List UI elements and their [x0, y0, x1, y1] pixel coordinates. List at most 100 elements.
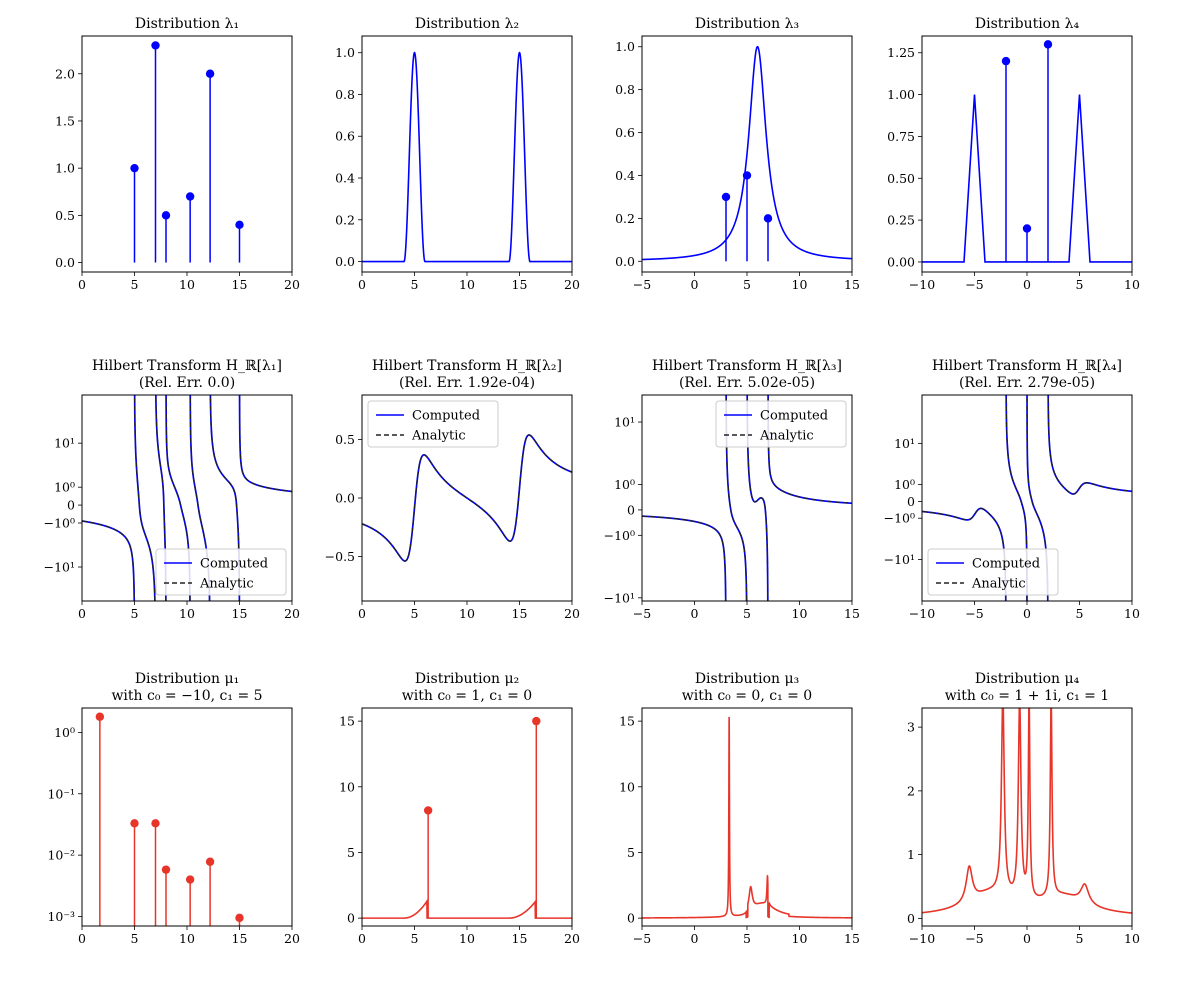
chart-title: Hilbert Transform H_ℝ[λ₄]	[932, 358, 1122, 374]
panel-p3: Distribution λ₃ −5 0 5 10 15 0.0 0.2 0.4 0.6 0.8 1.…	[615, 16, 860, 292]
stem-marker	[185, 875, 195, 884]
x-tick-label: 10	[459, 931, 475, 946]
x-tick-label: 15	[844, 606, 860, 621]
series-line	[922, 708, 1132, 914]
y-tick-label: 5	[347, 845, 355, 860]
y-tick-label: 10¹	[894, 436, 915, 451]
x-tick-label: 5	[743, 277, 751, 292]
axes-frame	[361, 35, 573, 273]
y-tick-label: 15	[339, 714, 355, 729]
chart-title: Distribution λ₂	[415, 16, 519, 32]
x-tick-label: 15	[844, 931, 860, 946]
x-tick-label: 0	[78, 606, 86, 621]
panel-p4: Distribution λ₄ −10 −5 0 5 10 0.00 0.25 0.50 0.75…	[887, 16, 1140, 292]
y-tick-label: 0.2	[335, 212, 355, 227]
y-tick-label: 0.50	[887, 171, 915, 186]
y-tick-label: 0	[907, 494, 915, 509]
x-tick-label: −5	[633, 606, 651, 621]
chart-title: Hilbert Transform H_ℝ[λ₃]	[652, 358, 842, 374]
x-tick-label: −5	[633, 931, 651, 946]
y-tick-label: 0.00	[887, 254, 915, 269]
y-tick-label: 2	[907, 783, 915, 798]
series-line	[642, 45, 852, 261]
legend-label: Analytic	[759, 429, 814, 444]
plot-area	[642, 45, 852, 262]
stem-marker	[161, 865, 171, 874]
y-tick-label: 0	[627, 502, 635, 517]
x-tick-label: 5	[131, 277, 139, 292]
chart-title: Hilbert Transform H_ℝ[λ₁]	[92, 358, 282, 374]
y-tick-label: 3	[907, 720, 915, 735]
stem-marker	[742, 171, 752, 180]
y-tick-label: 1.0	[615, 39, 635, 54]
x-tick-label: 15	[512, 277, 528, 292]
x-tick-label: 10	[179, 606, 195, 621]
axes-frame	[641, 35, 853, 273]
y-tick-label: 10⁰	[54, 725, 75, 740]
x-tick-label: 0	[691, 606, 699, 621]
legend: Computed Analytic	[927, 548, 1059, 596]
series-line	[362, 898, 572, 919]
x-tick-label: 10	[459, 277, 475, 292]
y-tick-label: 1.5	[55, 113, 75, 128]
plot-area	[362, 434, 572, 562]
chart-title: with c₀ = 1 + 1i, c₁ = 1	[945, 688, 1109, 704]
axes-frame	[921, 707, 1133, 927]
x-tick-label: −5	[633, 277, 651, 292]
y-tick-label: −10¹	[884, 552, 915, 567]
legend-label: Computed	[412, 409, 480, 424]
stem-marker	[151, 41, 160, 50]
x-tick-label: 10	[792, 277, 808, 292]
x-tick-label: 0	[1023, 277, 1031, 292]
x-tick-label: 10	[459, 606, 475, 621]
y-tick-label: 1	[907, 847, 915, 862]
axes-frame	[641, 394, 853, 602]
chart-title: (Rel. Err. 5.02e-05)	[679, 375, 815, 391]
y-tick-label: 10¹	[54, 436, 75, 451]
chart-title: with c₀ = 0, c₁ = 0	[682, 688, 812, 704]
y-tick-label: −10¹	[44, 560, 75, 575]
panel-p8: Hilbert Transform H_ℝ[λ₄](Rel. Err. 2.79…	[884, 358, 1140, 621]
y-tick-label: 10	[619, 779, 635, 794]
stem-marker	[161, 211, 171, 220]
x-tick-label: 20	[564, 606, 580, 621]
legend-label: Computed	[200, 557, 268, 572]
plot-area	[642, 716, 852, 919]
y-tick-label: 0.0	[615, 254, 635, 269]
legend-label: Analytic	[971, 577, 1026, 592]
series-line	[362, 51, 572, 263]
chart-title: (Rel. Err. 0.0)	[139, 375, 235, 391]
chart-title: Distribution μ₂	[415, 671, 519, 687]
computed-line	[362, 434, 572, 562]
x-tick-label: 0	[691, 931, 699, 946]
y-tick-label: 0	[67, 498, 75, 513]
chart-title: with c₀ = 1, c₁ = 0	[402, 688, 532, 704]
x-tick-label: 5	[743, 606, 751, 621]
x-tick-label: 15	[232, 277, 248, 292]
x-tick-label: 10	[792, 931, 808, 946]
stem-marker	[721, 192, 731, 202]
stem-marker	[763, 214, 773, 223]
y-tick-label: 5	[627, 845, 635, 860]
panel-p7: Hilbert Transform H_ℝ[λ₃](Rel. Err. 5.02…	[604, 358, 860, 621]
axes-frame	[921, 394, 1133, 602]
stem-marker	[185, 192, 195, 201]
x-tick-label: 5	[411, 606, 419, 621]
x-tick-label: 0	[1023, 931, 1031, 946]
x-tick-label: 20	[284, 931, 300, 946]
x-tick-label: 15	[232, 931, 248, 946]
x-tick-label: 20	[564, 277, 580, 292]
legend-label: Analytic	[411, 429, 466, 444]
plot-area	[642, 395, 852, 601]
y-tick-label: −10⁰	[44, 515, 75, 530]
x-tick-label: 5	[131, 931, 139, 946]
legend-label: Analytic	[199, 577, 254, 592]
panel-p6: Hilbert Transform H_ℝ[λ₂](Rel. Err. 1.92…	[325, 358, 580, 621]
legend-label: Computed	[760, 409, 828, 424]
plot-area	[922, 708, 1132, 914]
y-tick-label: 0	[347, 911, 355, 926]
